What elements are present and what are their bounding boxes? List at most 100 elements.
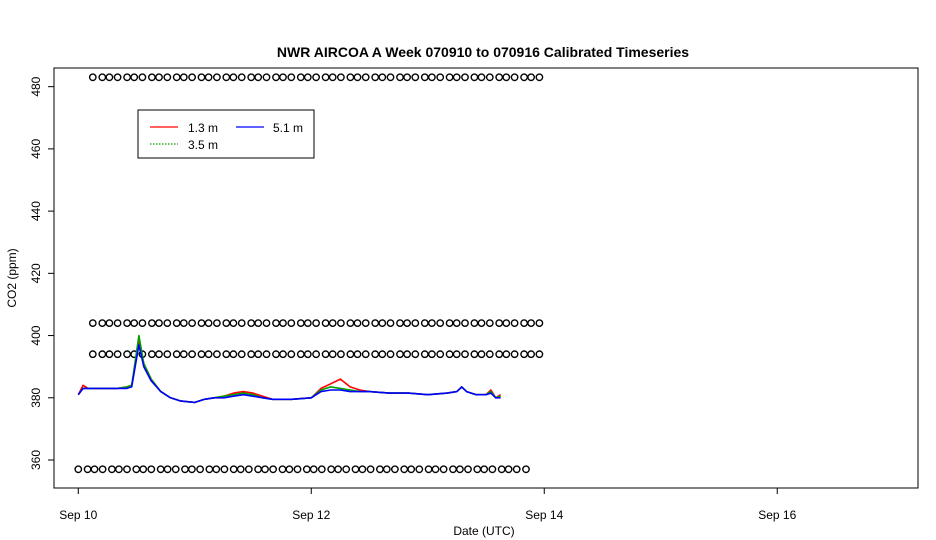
- sample-marker: [488, 465, 497, 474]
- x-tick-label: Sep 14: [525, 508, 563, 522]
- sample-marker: [495, 319, 504, 327]
- sample-marker: [130, 73, 139, 82]
- sample-marker: [254, 319, 263, 327]
- legend-entry-2: 3.5 m: [150, 138, 218, 152]
- sample-marker: [278, 465, 287, 474]
- sample-marker: [512, 465, 521, 474]
- sample-marker: [197, 73, 206, 82]
- sample-marker: [285, 465, 294, 474]
- sample-marker: [236, 465, 245, 474]
- sample-marker: [520, 350, 528, 359]
- legend-label-3: 5.1 m: [273, 121, 303, 135]
- sample-marker: [328, 73, 337, 82]
- sample-marker: [477, 350, 486, 359]
- sample-marker: [375, 465, 384, 474]
- sample-marker: [396, 73, 404, 82]
- sample-marker: [212, 465, 221, 474]
- sample-marker: [527, 73, 535, 82]
- sample-marker: [535, 350, 544, 359]
- sample-marker: [396, 319, 404, 327]
- sample-marker: [461, 319, 469, 327]
- x-tick-label: Sep 10: [59, 508, 97, 522]
- x-axis-label: Date (UTC): [453, 524, 514, 538]
- sample-marker: [220, 465, 229, 474]
- sample-marker: [123, 350, 132, 359]
- sample-marker: [163, 350, 172, 359]
- sample-marker: [312, 319, 320, 327]
- sample-marker: [495, 73, 504, 82]
- sample-marker: [328, 350, 337, 359]
- sample-marker: [452, 73, 461, 82]
- sample-marker: [197, 350, 206, 359]
- sample-marker: [336, 73, 345, 82]
- sample-marker: [287, 319, 296, 327]
- sample-marker: [188, 350, 197, 359]
- sample-marker: [98, 319, 107, 327]
- sample-marker: [420, 350, 429, 359]
- sample-marker: [98, 465, 107, 474]
- sample-marker: [461, 73, 469, 82]
- series-line-2: [77, 334, 501, 404]
- sample-marker: [449, 465, 457, 474]
- sample-marker: [510, 350, 519, 359]
- sample-marker: [179, 319, 188, 327]
- sample-marker: [123, 73, 132, 82]
- sample-marker: [187, 465, 196, 474]
- sample-marker: [272, 73, 280, 82]
- y-tick-label: 440: [29, 201, 43, 221]
- sample-marker: [229, 73, 238, 82]
- sample-marker: [436, 73, 445, 82]
- sample-marker: [485, 319, 494, 327]
- sample-marker: [328, 319, 337, 327]
- sample-marker: [139, 465, 148, 474]
- sample-marker: [378, 319, 387, 327]
- sample-marker: [83, 465, 92, 474]
- sample-marker: [197, 319, 206, 327]
- sample-marker: [403, 350, 411, 359]
- sample-marker: [371, 350, 380, 359]
- sample-marker: [172, 73, 181, 82]
- sample-marker: [98, 73, 107, 82]
- sample-marker: [312, 73, 320, 82]
- sample-marker: [470, 350, 479, 359]
- sample-marker: [123, 465, 131, 474]
- sample-marker: [279, 73, 287, 82]
- sample-marker: [497, 465, 506, 474]
- y-tick-label: 360: [29, 450, 43, 470]
- sample-marker: [244, 465, 253, 474]
- sample-marker: [366, 465, 375, 474]
- sample-marker: [156, 465, 165, 474]
- sample-marker: [411, 73, 420, 82]
- sample-marker: [279, 319, 287, 327]
- sample-marker: [351, 465, 360, 474]
- sample-marker: [163, 465, 172, 474]
- sample-marker: [98, 350, 107, 359]
- sample-marker: [105, 73, 114, 82]
- sample-marker: [171, 465, 180, 474]
- sample-marker: [303, 350, 312, 359]
- sample-marker: [196, 465, 205, 474]
- legend-label-2: 3.5 m: [188, 138, 218, 152]
- sample-marker: [237, 350, 246, 359]
- sample-marker: [155, 350, 163, 359]
- sample-marker: [455, 465, 464, 474]
- y-tick-label: 460: [29, 139, 43, 159]
- sample-marker: [113, 73, 122, 82]
- sample-marker: [204, 73, 213, 82]
- legend-box: [137, 109, 315, 159]
- sample-marker: [427, 73, 436, 82]
- sample-marker: [346, 350, 355, 359]
- sample-marker: [403, 319, 411, 327]
- sample-marker: [445, 319, 454, 327]
- chart-title: NWR AIRCOA A Week 070910 to 070916 Calib…: [277, 44, 689, 60]
- sample-marker: [361, 73, 370, 82]
- y-tick-label: 480: [29, 76, 43, 96]
- sample-marker: [378, 350, 387, 359]
- sample-marker: [212, 350, 221, 359]
- sample-marker: [502, 73, 511, 82]
- sample-marker: [254, 73, 263, 82]
- sample-marker: [147, 319, 156, 327]
- sample-marker: [522, 465, 530, 474]
- series-line-3: [77, 344, 501, 404]
- sample-marker: [321, 73, 330, 82]
